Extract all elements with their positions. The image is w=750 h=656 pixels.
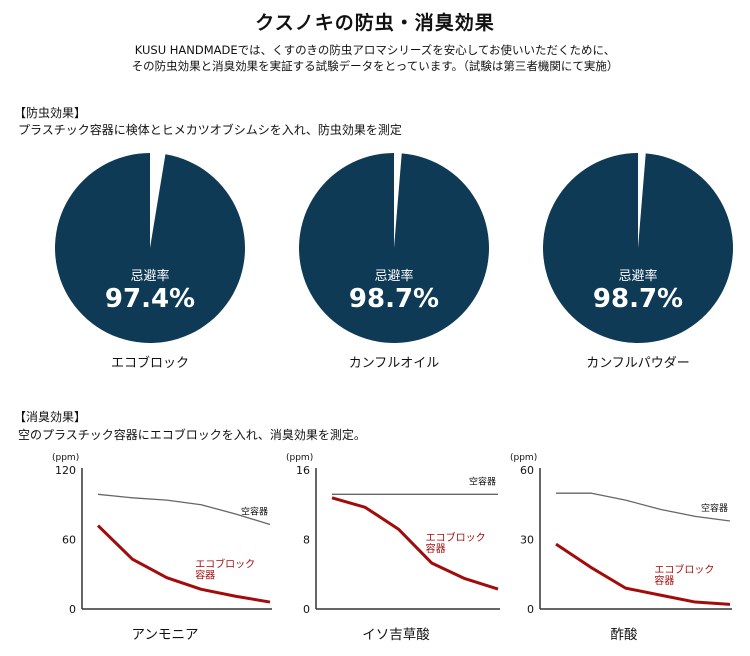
line-chart-name: 酢酸 xyxy=(610,627,638,643)
page-title: クスノキの防虫・消臭効果 xyxy=(255,12,495,34)
eco-block-label-line2: 容器 xyxy=(195,568,215,581)
unit-label: (ppm) xyxy=(52,453,79,463)
eco-block-label: エコブロック容器 xyxy=(654,563,714,587)
pie-value-label: 98.7% xyxy=(592,284,684,314)
line-chart-name: アンモニア xyxy=(131,627,199,643)
unit-label: (ppm) xyxy=(286,453,313,463)
eco-block-label-line2: 容器 xyxy=(426,542,446,555)
y-tick-label: 0 xyxy=(527,603,534,616)
empty-container-label: 空容器 xyxy=(469,475,496,487)
eco-block-label-line1: エコブロック xyxy=(654,563,714,576)
line-chart-ammonia: (ppm) 120 60 0 空容器エコブロック容器 アンモニア xyxy=(50,452,280,643)
unit-label: (ppm) xyxy=(510,453,537,463)
empty-container-label: 空容器 xyxy=(701,502,728,514)
y-tick-label: 16 xyxy=(296,464,310,477)
pie-slice xyxy=(543,153,733,343)
pie-slice xyxy=(55,153,246,343)
pie-sample-name: カンフルパウダー xyxy=(586,356,690,371)
empty-container-label: 空容器 xyxy=(241,505,268,517)
eco-block-label-line2: 容器 xyxy=(654,574,674,587)
pie-caption: 忌避率 xyxy=(618,269,658,284)
intro-text: KUSU HANDMADEでは、くすのきの防虫アロマシリーズを安心してお使いいた… xyxy=(0,42,750,74)
pie-slice xyxy=(299,153,489,343)
y-tick-label: 0 xyxy=(69,603,76,616)
pie-caption: 忌避率 xyxy=(130,269,170,284)
pie-caption: 忌避率 xyxy=(374,269,414,284)
insect-section-label: 【防虫効果】 xyxy=(14,106,87,120)
empty-container-line xyxy=(97,493,271,526)
y-tick-label: 0 xyxy=(303,603,310,616)
line-chart-acetic-acid: (ppm) 60 30 0 空容器エコブロック容器 酢酸 xyxy=(508,452,740,643)
insect-section-description: プラスチック容器に検体とヒメカツオブシムシを入れ、防虫効果を測定 xyxy=(18,123,402,137)
pie-chart-camphor-powder: 忌避率 98.7% カンフルパウダー xyxy=(540,150,736,371)
intro-line-1: KUSU HANDMADEでは、くすのきの防虫アロマシリーズを安心してお使いいた… xyxy=(134,43,616,57)
odor-section-description: 空のプラスチック容器にエコブロックを入れ、消臭効果を測定。 xyxy=(18,428,366,442)
y-tick-label: 120 xyxy=(55,464,76,477)
empty-container-line xyxy=(556,492,731,522)
pie-value-label: 97.4% xyxy=(104,284,196,314)
pie-value-label: 98.7% xyxy=(348,284,440,314)
odor-section-label: 【消臭効果】 xyxy=(14,410,87,424)
y-tick-label: 60 xyxy=(62,534,76,547)
eco-block-line xyxy=(96,524,271,604)
pie-svg xyxy=(543,153,733,343)
y-tick-label: 60 xyxy=(520,464,534,477)
eco-block-line xyxy=(555,542,731,606)
pie-sample-name: カンフルオイル xyxy=(348,356,440,371)
pie-svg xyxy=(55,153,246,343)
eco-block-line xyxy=(331,496,499,591)
eco-block-label-line1: エコブロック xyxy=(426,531,486,544)
line-chart-isovaleric-acid: (ppm) 16 8 0 空容器エコブロック容器 イソ吉草酸 xyxy=(284,452,508,643)
intro-line-2: その防虫効果と消臭効果を実証する試験データをとっています。（試験は第三者機関にて… xyxy=(131,59,619,73)
eco-block-label: エコブロック容器 xyxy=(426,531,486,555)
line-chart-name: イソ吉草酸 xyxy=(362,627,430,643)
eco-block-label-line1: エコブロック xyxy=(195,557,255,570)
eco-block-label: エコブロック容器 xyxy=(195,557,255,581)
pie-sample-name: エコブロック xyxy=(110,356,189,371)
y-tick-label: 8 xyxy=(303,534,310,547)
y-tick-label: 30 xyxy=(520,534,534,547)
pie-svg xyxy=(299,153,489,343)
pie-chart-camphor-oil: 忌避率 98.7% カンフルオイル xyxy=(296,150,492,371)
pie-chart-eco-block: 忌避率 97.4% エコブロック xyxy=(52,150,248,371)
